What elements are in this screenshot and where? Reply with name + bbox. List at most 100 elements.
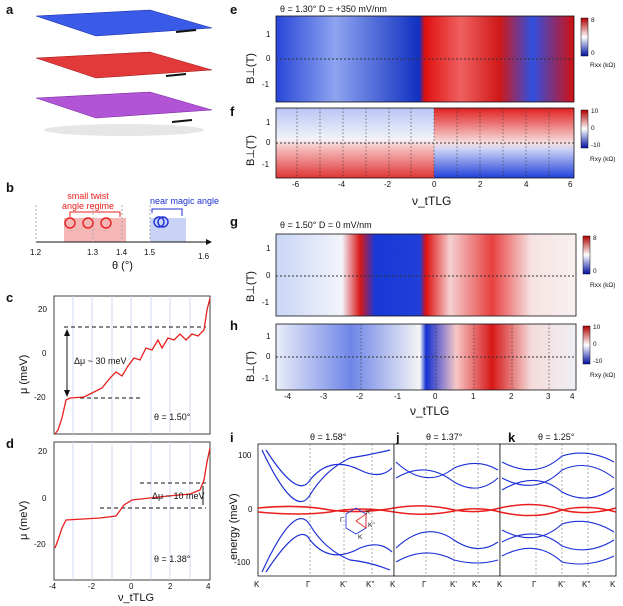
c-theta-label: θ = 1.50° — [154, 412, 191, 422]
panel-label-c: c — [6, 290, 14, 305]
d-theta-label: θ = 1.38° — [154, 554, 191, 564]
h-ytick-1: 1 — [266, 332, 271, 341]
h-xtick-0: 0 — [433, 392, 438, 401]
f-ytick-0: 0 — [266, 138, 271, 147]
i-k-Gamma: Γ — [306, 580, 311, 589]
k-k-Kpp: K'' — [582, 580, 591, 589]
j-k-Kpp: K'' — [472, 580, 481, 589]
d-ytick-0: 0 — [42, 494, 47, 503]
f-xtick-2: 2 — [478, 180, 483, 189]
i-theta: θ = 1.58° — [310, 432, 347, 442]
i-k-Kpp: K'' — [366, 580, 375, 589]
b-tick-2: 1.3 — [87, 248, 99, 257]
rxy-map-f — [275, 107, 589, 179]
b-tick-5: 1.6 — [198, 252, 210, 261]
d-xlabel: ν_tTLG — [118, 592, 155, 604]
k-k-K-end: K — [610, 580, 616, 589]
f-cbar-label: Rxy (kΩ) — [590, 156, 616, 163]
c-ytick-m20: -20 — [34, 393, 46, 402]
d-xtick-m4: -4 — [49, 582, 57, 591]
small-twist-region — [64, 218, 126, 242]
inset-K: K — [358, 534, 363, 541]
f-xlabel: ν_tTLG — [412, 194, 452, 208]
panel-label-h: h — [230, 318, 238, 333]
d-ylabel: μ (meV) — [18, 500, 30, 540]
g-ytick-0: 0 — [266, 271, 271, 280]
c-delta-label: Δμ ~ 30 meV — [74, 356, 127, 366]
i-k-K: K — [254, 580, 260, 589]
b-tick-4: 1.5 — [144, 248, 156, 257]
f-cbar-tick-0: 0 — [591, 125, 595, 132]
h-cbar-label: Rxy (kΩ) — [590, 372, 616, 379]
rxx-map-e — [275, 15, 589, 103]
g-cbar-label: Rxx (kΩ) — [590, 282, 616, 289]
d-delta-label: Δμ ~ 10 meV — [152, 491, 205, 501]
g-cbar-tick-0: 0 — [593, 268, 597, 275]
h-xtick-m1: -1 — [394, 392, 402, 401]
sample-1-30-marker — [82, 217, 94, 229]
mu-curve-c — [54, 297, 211, 435]
e-ytick-1: 1 — [266, 30, 271, 39]
sample-1-37-marker — [100, 217, 112, 229]
c-ytick-20: 20 — [38, 305, 47, 314]
e-header: θ = 1.30° D = +350 mV/nm — [280, 4, 387, 14]
h-ytick-0: 0 — [266, 352, 271, 361]
i-k-Kp: K' — [340, 580, 347, 589]
top-graphene-layer — [35, 9, 213, 37]
j-k-Gamma: Γ — [422, 580, 427, 589]
d-xtick-0: 0 — [129, 582, 134, 591]
b-tick-3: 1.4 — [116, 248, 128, 257]
panel-label-g: g — [230, 214, 238, 229]
chemical-potential-plot-c — [53, 295, 211, 435]
h-xtick-m4: -4 — [284, 392, 292, 401]
trilayer-illustration — [35, 9, 213, 136]
h-xtick-1: 1 — [471, 392, 476, 401]
panel-label-d: d — [6, 436, 14, 451]
f-xtick-m4: -4 — [338, 180, 346, 189]
f-ytick-1: 1 — [266, 118, 271, 127]
g-ytick-m1: -1 — [262, 298, 270, 307]
i-ytick-100: 100 — [238, 451, 252, 460]
h-xtick-3: 3 — [546, 392, 551, 401]
f-xtick-m2: -2 — [384, 180, 392, 189]
e-ytick-m1: -1 — [262, 80, 270, 89]
j-k-Kp: K' — [450, 580, 457, 589]
c-ylabel: μ (meV) — [18, 354, 30, 394]
b-axis-label: θ (°) — [112, 260, 133, 272]
h-cbar-tick-m10: -10 — [593, 358, 603, 365]
f-cbar-tick-10: 10 — [591, 108, 599, 115]
k-k-K: K — [497, 580, 503, 589]
d-xtick-4: 4 — [206, 582, 211, 591]
middle-graphene-layer — [35, 51, 213, 79]
h-xtick-m3: -3 — [320, 392, 328, 401]
inset-Kpp: K'' — [368, 522, 375, 529]
bottom-graphene-layer — [35, 91, 213, 119]
h-ytick-m1: -1 — [262, 374, 270, 383]
h-xtick-m2: -2 — [356, 392, 364, 401]
i-ytick-0: 0 — [248, 505, 253, 514]
band-structure-j — [393, 443, 501, 577]
d-xtick-m2: -2 — [88, 582, 96, 591]
b-tick-1: 1.2 — [30, 248, 42, 257]
e-cbar-tick-8: 8 — [591, 17, 595, 24]
f-xtick-4: 4 — [524, 180, 529, 189]
f-xtick-m6: -6 — [292, 180, 300, 189]
g-ylabel: B⊥(T) — [245, 271, 257, 302]
sample-1-25-marker — [64, 217, 76, 229]
sample-1-58-marker — [157, 216, 169, 228]
k-k-Kp: K' — [558, 580, 565, 589]
h-xtick-2: 2 — [509, 392, 514, 401]
e-ytick-0: 0 — [266, 54, 271, 63]
panel-label-f: f — [230, 104, 235, 119]
panel-label-a: a — [6, 2, 14, 17]
f-cbar-tick-m10: -10 — [591, 142, 601, 149]
near-magic-label: near magic angle — [150, 196, 220, 206]
j-k-K: K — [390, 580, 396, 589]
k-theta: θ = 1.25° — [538, 432, 575, 442]
panel-label-j: j — [396, 430, 400, 445]
j-theta: θ = 1.37° — [426, 432, 463, 442]
rxx-map-g — [275, 233, 591, 317]
panel-label-b: b — [6, 180, 14, 195]
h-cbar-tick-10: 10 — [593, 324, 601, 331]
